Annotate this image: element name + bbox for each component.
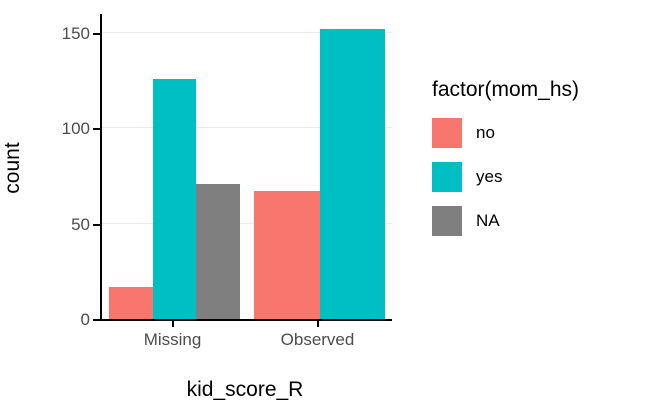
y-tick-mark-150 bbox=[93, 33, 100, 36]
y-tick-mark-50 bbox=[93, 223, 100, 226]
bar-group-observed bbox=[254, 29, 385, 319]
y-tick-label-0: 0 bbox=[80, 310, 90, 329]
x-tick-mark-missing bbox=[171, 320, 174, 327]
legend-key-no-swatch bbox=[432, 118, 462, 148]
legend-key-yes-swatch bbox=[432, 162, 462, 192]
gridline-150 bbox=[102, 32, 392, 34]
y-tick-label-150: 150 bbox=[61, 24, 90, 44]
gridline-100 bbox=[102, 127, 392, 129]
x-tick-mark-observed bbox=[316, 320, 319, 327]
bar-missing-yes bbox=[152, 78, 197, 319]
legend-label-no: no bbox=[476, 123, 495, 142]
legend-item-na: NA bbox=[432, 206, 579, 236]
legend-title: factor(mom_hs) bbox=[432, 78, 580, 101]
y-tick-label-100: 100 bbox=[61, 119, 90, 139]
plot-panel bbox=[100, 14, 392, 321]
legend: factor(mom_hs) no yes NA bbox=[432, 78, 579, 250]
legend-label-na: NA bbox=[476, 211, 500, 230]
bar-observed-yes bbox=[319, 29, 385, 319]
legend-key-na-swatch bbox=[432, 206, 462, 236]
gridline-50 bbox=[102, 222, 392, 224]
x-tick-label-missing: Missing bbox=[143, 330, 202, 349]
x-axis-title: kid_score_R bbox=[186, 378, 304, 401]
legend-item-yes: yes bbox=[432, 162, 579, 192]
bar-group-missing bbox=[109, 78, 240, 319]
legend-item-no: no bbox=[432, 118, 579, 148]
y-tick-mark-100 bbox=[93, 128, 100, 131]
bar-observed-no bbox=[254, 191, 320, 319]
y-axis-title: count bbox=[1, 142, 24, 194]
legend-label-yes: yes bbox=[476, 167, 503, 186]
bar-missing-no bbox=[109, 286, 153, 319]
bar-missing-na bbox=[196, 183, 240, 319]
x-tick-label-observed: Observed bbox=[280, 330, 355, 349]
y-tick-label-50: 50 bbox=[71, 214, 90, 234]
y-tick-mark-0 bbox=[93, 319, 100, 321]
